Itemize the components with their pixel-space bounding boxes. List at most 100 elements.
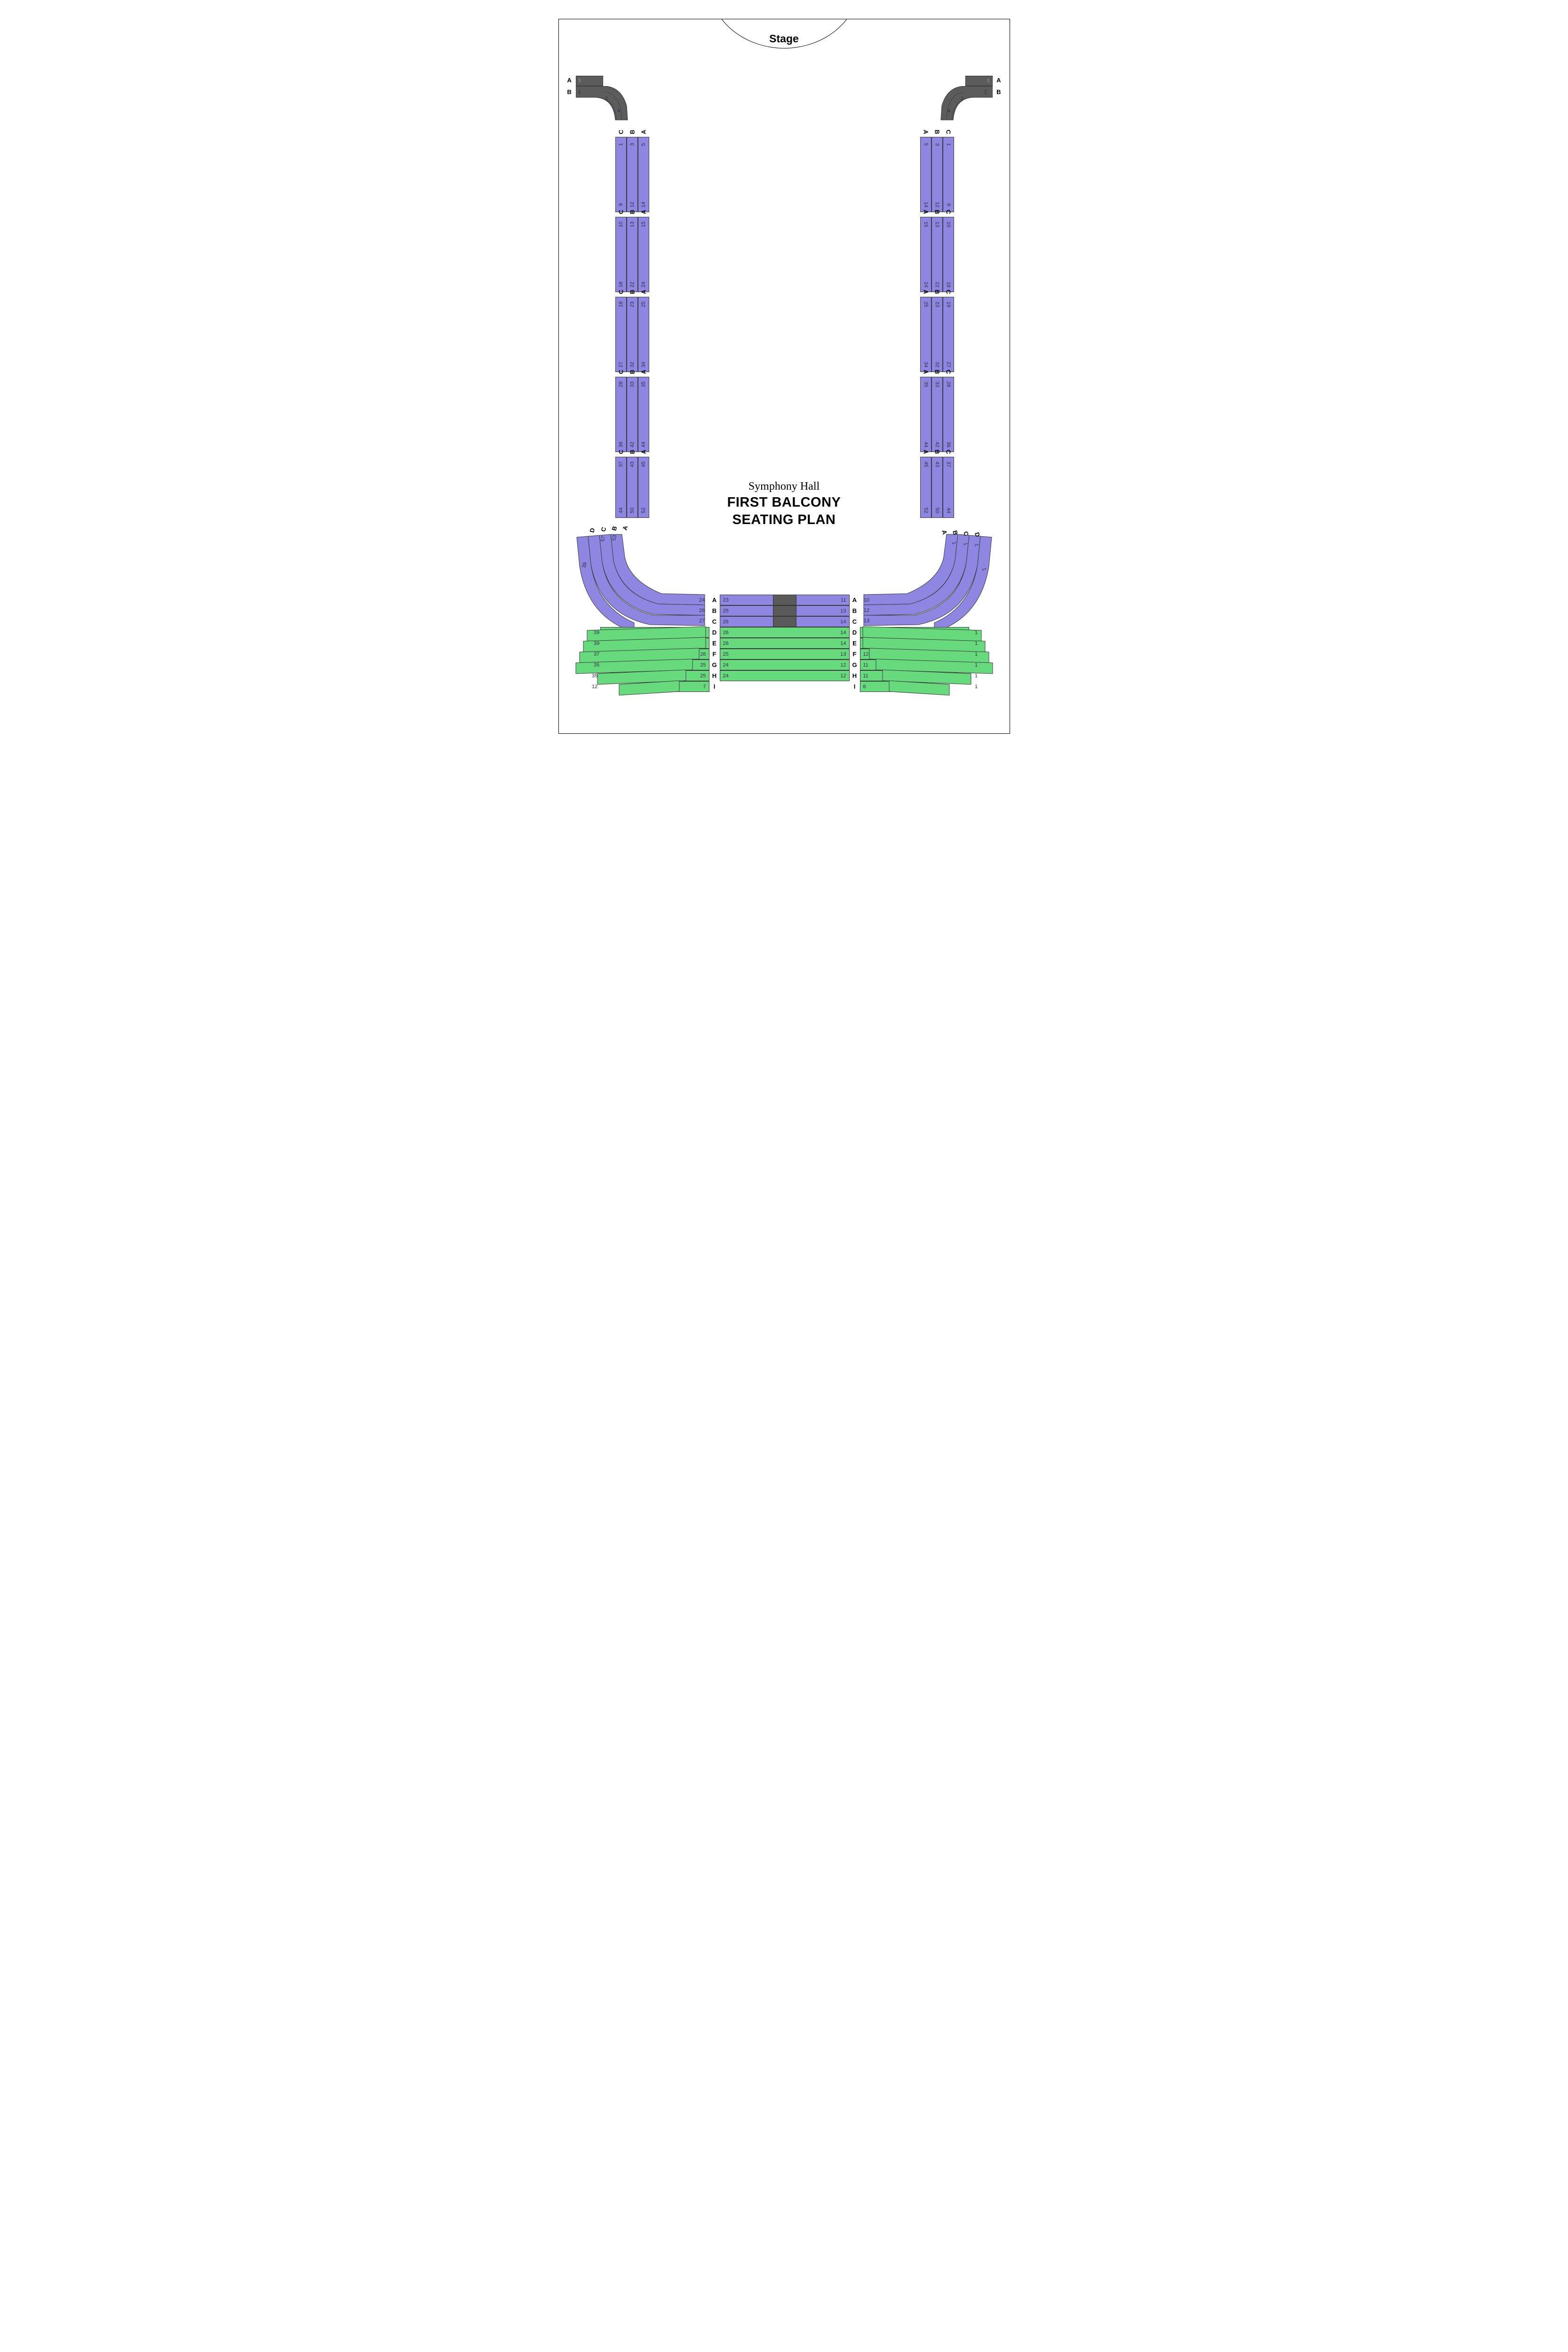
center-row-E: 2614 xyxy=(720,638,850,649)
center-label-right-F: F xyxy=(851,651,859,658)
side-seg-right-3-C: 2836 xyxy=(943,377,954,452)
side-label-left-1-A: A xyxy=(640,209,647,215)
side-seg-left-3-A: 3544 xyxy=(638,377,649,452)
side-seg-left-1-B: 1322 xyxy=(627,217,638,292)
svg-text:1: 1 xyxy=(975,630,978,636)
svg-text:4: 4 xyxy=(947,108,950,114)
center-row-G: 2412 xyxy=(720,660,850,670)
side-seg-right-3-A: 3544 xyxy=(920,377,931,452)
side-seg-left-1-A: 1524 xyxy=(638,217,649,292)
center-label-left-F: F xyxy=(710,651,719,658)
side-label-left-1-B: B xyxy=(629,209,636,215)
side-label-left-4-C: C xyxy=(617,449,624,455)
center-label-left-C: C xyxy=(710,618,719,625)
svg-text:1: 1 xyxy=(578,89,581,95)
side-label-left-2-C: C xyxy=(617,289,624,295)
seating-plan-page: Stage Symphony Hall FIRST BALCONY SEATIN… xyxy=(558,19,1010,734)
side-seg-left-2-A: 2534 xyxy=(638,297,649,372)
side-seg-right-1-B: 1322 xyxy=(931,217,943,292)
side-label-right-3-A: A xyxy=(922,369,929,375)
side-label-right-1-B: B xyxy=(933,209,940,215)
side-label-right-2-B: B xyxy=(933,289,940,295)
corner-left-label-A: A xyxy=(567,77,572,84)
center-label-right-D: D xyxy=(851,629,859,636)
corner-right-label-A: A xyxy=(996,77,1001,84)
side-seg-right-3-B: 3342 xyxy=(931,377,943,452)
side-label-right-2-A: A xyxy=(922,289,929,295)
side-label-left-2-B: B xyxy=(629,289,636,295)
svg-text:12: 12 xyxy=(592,684,597,690)
center-label-right-B: B xyxy=(851,607,859,614)
center-dark-C xyxy=(773,616,796,627)
center-label-right-G: G xyxy=(851,661,859,668)
side-seg-left-1-C: 1018 xyxy=(615,217,627,292)
side-seg-left-3-B: 3342 xyxy=(627,377,638,452)
corner-right-label-B: B xyxy=(996,88,1001,95)
svg-text:35: 35 xyxy=(592,673,597,679)
svg-text:2: 2 xyxy=(961,96,963,102)
svg-text:1: 1 xyxy=(975,673,978,679)
side-seg-right-0-C: 19 xyxy=(943,137,954,212)
center-row-F: 2513 xyxy=(720,649,850,660)
side-seg-right-2-B: 2332 xyxy=(931,297,943,372)
side-seg-right-4-B: 4350 xyxy=(931,457,943,518)
side-label-right-4-A: A xyxy=(922,449,929,455)
svg-text:1: 1 xyxy=(975,652,978,657)
svg-text:13: 13 xyxy=(864,618,869,624)
curve-right: A B C D 1 1 1 10 12 13 1 xyxy=(854,534,986,628)
side-seg-right-4-C: 3744 xyxy=(943,457,954,518)
outer-wing-right: 111111 xyxy=(859,624,1000,727)
side-seg-left-0-C: 19 xyxy=(615,137,627,212)
svg-text:27: 27 xyxy=(699,618,705,624)
svg-text:1: 1 xyxy=(975,684,978,690)
side-label-right-2-C: C xyxy=(945,289,952,295)
side-seg-left-2-B: 2332 xyxy=(627,297,638,372)
center-label-right-E: E xyxy=(851,640,859,647)
svg-text:37: 37 xyxy=(594,652,599,657)
center-label-left-B: B xyxy=(710,607,719,614)
corner-left-B: 1 2 4 xyxy=(576,86,632,124)
side-label-left-0-B: B xyxy=(629,129,636,135)
side-seg-right-2-A: 2534 xyxy=(920,297,931,372)
side-label-left-2-A: A xyxy=(640,289,647,295)
corner-right-B: 1 2 4 xyxy=(936,86,993,124)
center-label-left-D: D xyxy=(710,629,719,636)
side-label-right-3-C: C xyxy=(945,369,952,375)
svg-text:39: 39 xyxy=(594,641,599,646)
svg-text:10: 10 xyxy=(864,597,869,603)
side-label-right-0-C: C xyxy=(945,129,952,135)
side-label-left-0-A: A xyxy=(640,129,647,135)
side-label-right-4-C: C xyxy=(945,449,952,455)
side-label-right-3-B: B xyxy=(933,369,940,375)
center-label-left-G: G xyxy=(710,661,719,668)
curve-left: 53 57 A B C D 24 26 27 39 xyxy=(582,534,714,628)
center-label-right-A: A xyxy=(851,596,859,604)
svg-text:26: 26 xyxy=(699,608,705,613)
side-label-right-1-C: C xyxy=(945,209,952,215)
side-label-right-0-B: B xyxy=(933,129,940,135)
side-seg-left-4-A: 4552 xyxy=(638,457,649,518)
side-seg-right-0-A: 514 xyxy=(920,137,931,212)
side-seg-right-2-C: 1927 xyxy=(943,297,954,372)
svg-text:1: 1 xyxy=(975,662,978,668)
svg-text:24: 24 xyxy=(699,597,705,603)
side-seg-left-4-B: 4350 xyxy=(627,457,638,518)
stage-label: Stage xyxy=(559,32,1010,45)
corner-left-label-B: B xyxy=(567,88,572,95)
side-seg-right-1-A: 1524 xyxy=(920,217,931,292)
svg-text:2: 2 xyxy=(605,96,608,102)
svg-text:35: 35 xyxy=(594,662,599,668)
center-label-left-H: H xyxy=(710,672,719,679)
side-label-left-0-C: C xyxy=(617,129,624,135)
svg-text:57: 57 xyxy=(600,535,606,542)
corner-left-A: 1 xyxy=(576,76,603,86)
svg-text:4: 4 xyxy=(617,108,620,114)
svg-text:53: 53 xyxy=(611,534,618,541)
center-label-right-H: H xyxy=(851,672,859,679)
svg-text:D: D xyxy=(588,527,596,533)
side-label-left-1-C: C xyxy=(617,209,624,215)
side-seg-right-1-C: 1018 xyxy=(943,217,954,292)
center-dark-A xyxy=(773,595,796,605)
side-label-left-3-B: B xyxy=(629,369,636,375)
corner-right-A: 1 xyxy=(965,76,993,86)
